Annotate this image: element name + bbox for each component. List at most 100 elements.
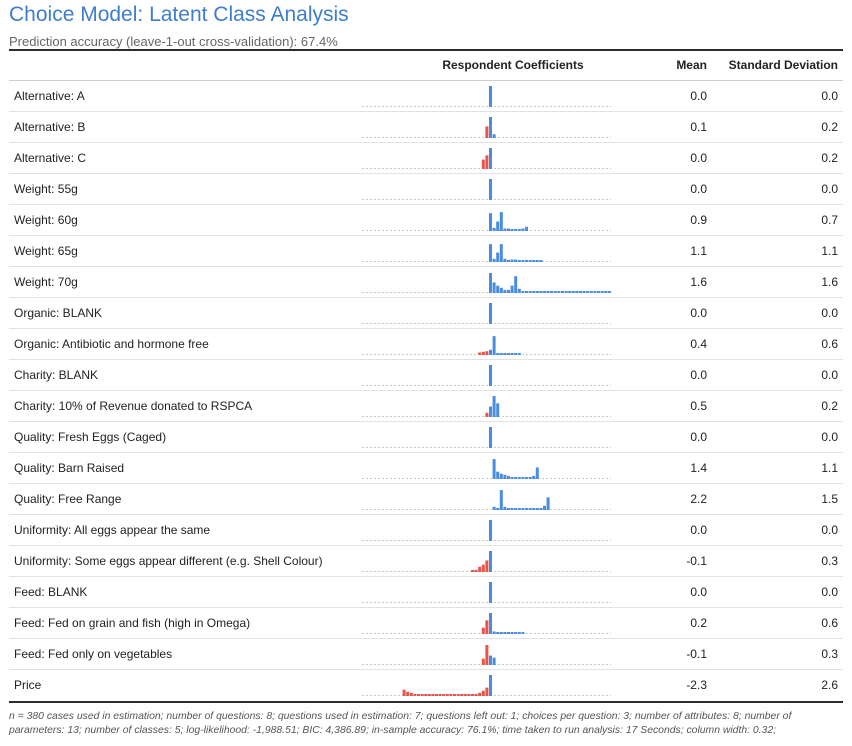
sd-value: 0.0 [821,430,838,444]
histogram-bar [525,226,528,231]
histogram-bar [600,291,604,293]
histogram-bar [406,691,410,696]
histogram-bar [485,351,489,355]
histogram-bar [528,477,532,479]
results-table: Alternative: A 0.0 0.0 Alternative: B 0.1 0.2… [9,80,843,700]
table-row: Quality: Fresh Eggs (Caged) 0.0 0.0 [9,421,843,452]
histogram-bar [492,506,496,510]
histogram-bar [514,276,518,293]
histogram-bar [510,632,514,634]
histogram-bar [485,412,489,417]
histogram-bar [539,508,543,510]
mean-value: -0.1 [686,554,707,568]
histogram-bar [492,227,496,231]
histogram-bar [489,365,492,386]
histogram-bar [535,467,539,479]
histogram-bar [489,244,492,262]
histogram-bar [492,459,496,479]
histogram-bar [489,655,492,665]
sd-value: 0.2 [821,151,838,165]
histogram-bar [593,291,597,293]
histogram-bar [496,285,500,293]
histogram-bar [507,289,510,293]
histogram-bar [496,353,500,355]
histogram-bar [579,291,582,293]
histogram-bar [492,657,496,665]
histogram-bar [492,336,496,355]
table-row: Weight: 55g 0.0 0.0 [9,173,843,204]
mean-value: 0.1 [690,120,707,134]
histogram-bar [517,288,521,293]
histogram-bar [492,258,496,262]
histogram-bar [492,396,496,417]
histogram-bar [474,693,478,696]
histogram-bar [481,658,485,665]
histogram-bar [514,508,518,510]
row-label: Quality: Barn Raised [14,461,125,475]
histogram-bar [485,620,489,634]
histogram-bar [417,694,420,696]
histogram-bar [503,289,507,293]
coefficient-histogram [362,303,611,324]
histogram-bar [496,403,500,417]
sd-value: 0.0 [821,368,838,382]
histogram-bar [532,260,536,262]
table-row: Organic: BLANK 0.0 0.0 [9,297,843,328]
table-row: Alternative: B 0.1 0.2 [9,111,843,142]
histogram-bar [489,675,492,696]
histogram-bar [413,693,417,696]
histogram-bar [449,694,453,696]
header-standard-deviation: Standard Deviation [728,58,838,72]
histogram-bar [442,694,446,696]
histogram-bar [503,258,507,262]
histogram-bar [517,260,521,262]
histogram-bar [499,353,503,355]
histogram-bar [539,260,543,262]
sd-value: 1.1 [821,244,838,258]
histogram-bar [427,694,431,696]
header-respondent-coefficients: Respondent Coefficients [442,58,584,72]
histogram-bar [492,282,496,293]
histogram-bar [489,117,492,138]
histogram-bar [456,694,460,696]
coefficient-histogram [362,148,611,169]
coefficient-histogram [362,645,611,665]
mean-value: 0.9 [690,213,707,227]
top-rule [9,49,843,51]
sd-value: 0.0 [821,523,838,537]
mean-value: 2.2 [690,492,707,506]
histogram-bar [546,291,550,293]
histogram-bar [499,632,503,634]
histogram-bar [514,229,518,231]
histogram-bar [496,221,500,231]
mean-value: 1.6 [690,275,707,289]
histogram-bar [517,229,521,231]
row-label: Price [14,678,42,692]
histogram-bar [582,291,586,293]
sd-value: 2.6 [821,678,838,692]
row-label: Uniformity: All eggs appear the same [14,523,211,537]
histogram-bar [568,291,572,293]
histogram-bar [485,687,489,696]
histogram-bar [438,694,442,696]
row-label: Feed: BLANK [14,585,88,599]
histogram-bar [467,694,471,696]
mean-value: 0.0 [690,430,707,444]
histogram-bar [507,353,510,355]
histogram-bar [478,352,482,355]
histogram-bar [571,291,575,293]
sd-value: 1.6 [821,275,838,289]
histogram-bar [528,291,532,293]
histogram-bar [420,694,424,696]
mean-value: -0.1 [686,647,707,661]
histogram-bar [510,353,514,355]
histogram-bar [435,694,438,696]
histogram-bar [507,508,510,510]
histogram-bar [514,477,518,479]
histogram-bar [489,273,492,293]
histogram-bar [489,303,492,324]
histogram-bar [521,291,525,293]
row-label: Quality: Fresh Eggs (Caged) [14,430,167,444]
histogram-bar [586,291,590,293]
histogram-bar [507,475,510,479]
